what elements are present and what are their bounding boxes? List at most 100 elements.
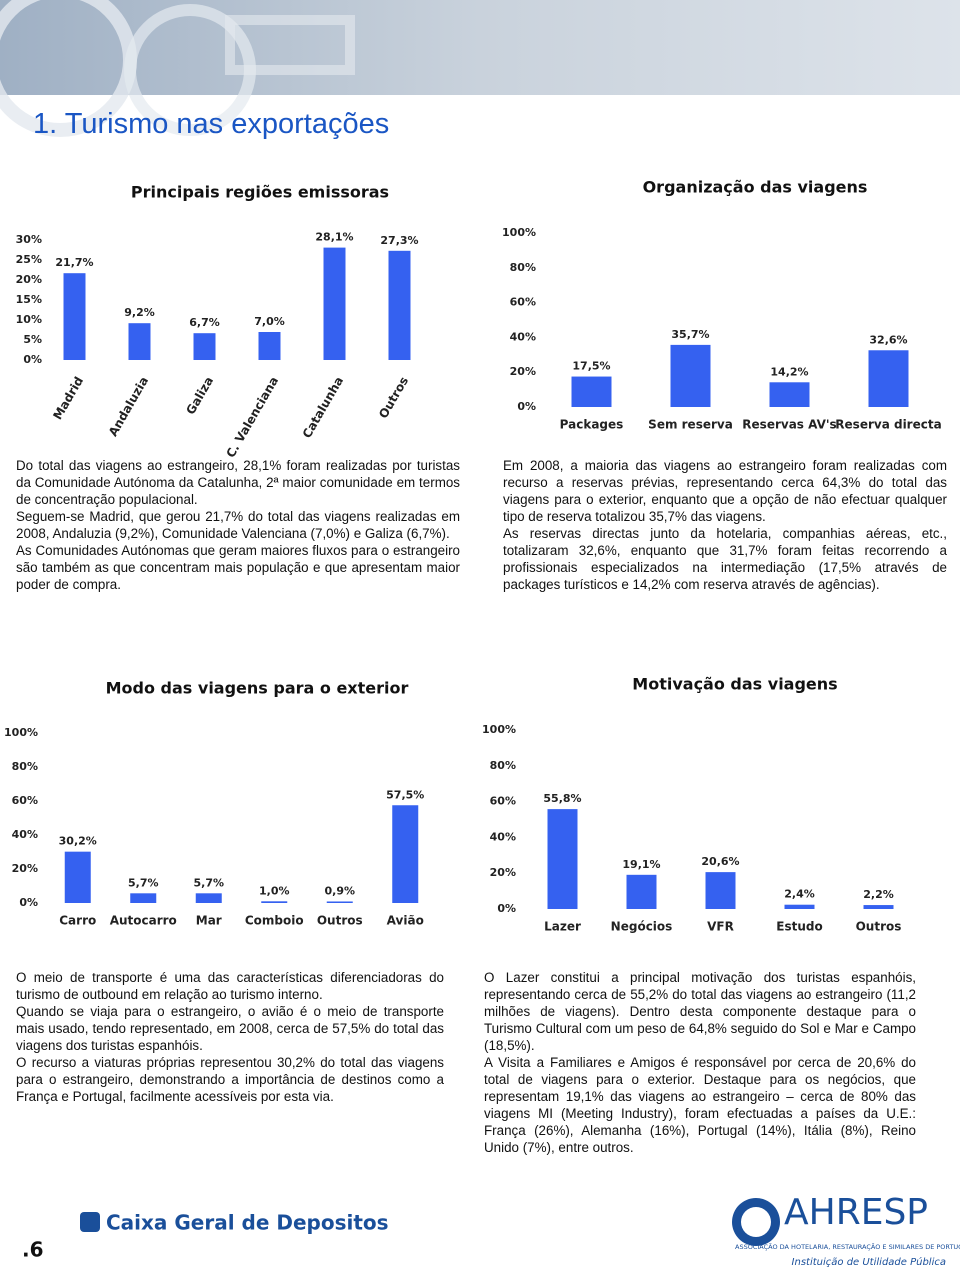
text-column: Do total das viagens ao estrangeiro, 28,… [16,457,460,593]
x-tick-label: Estudo [776,920,822,934]
x-tick-label: VFR [707,920,734,934]
x-tick-label: Galiza [183,374,216,417]
y-tick-label: 0% [517,400,536,413]
value-label: 1,0% [259,884,290,897]
header-banner [0,0,960,137]
value-label: 17,5% [572,360,610,373]
bar [547,809,578,909]
paragraph: As reservas directas junto da hotelaria,… [503,526,947,592]
value-label: 2,2% [863,888,894,901]
value-label: 55,8% [543,792,581,805]
paragraph: Do total das viagens ao estrangeiro, 28,… [16,458,460,507]
chart-title: Motivação das viagens [632,675,837,694]
brand-subtitle: ASSOCIAÇÃO DA HOTELARIA, RESTAURAÇÃO E S… [735,1242,960,1251]
x-tick-label: Reserva directa [835,418,941,432]
y-tick-label: 0% [23,353,42,366]
bar [769,382,810,407]
x-tick-label: Outros [856,920,902,934]
value-label: 20,6% [701,855,739,868]
y-tick-label: 20% [16,273,42,286]
paragraph: O Lazer constitui a principal motivação … [484,970,916,1053]
y-tick-label: 80% [510,261,536,274]
bar [195,893,222,903]
y-tick-label: 30% [16,233,42,246]
x-tick-label: Packages [560,418,624,432]
x-tick-label: Outros [376,374,411,421]
paragraph: O meio de transporte é uma das caracterí… [16,970,444,1002]
x-tick-label: Mar [196,914,222,928]
y-tick-label: 40% [12,828,38,841]
value-label: 7,0% [254,315,285,328]
value-label: 9,2% [124,306,155,319]
x-tick-label: C. Valenciana [223,374,281,460]
x-tick-label: Outros [317,914,363,928]
value-label: 5,7% [193,876,224,889]
x-tick-label: Autocarro [110,914,177,928]
y-tick-label: 60% [12,794,38,807]
chart-title: Principais regiões emissoras [131,183,389,202]
x-tick-label: Comboio [245,914,304,928]
sponsor-logo: Caixa Geral de Depositos [106,1211,389,1235]
page-title: 1. Turismo nas exportações [33,108,390,140]
chart-title: Organização das viagens [643,178,868,197]
value-label: 21,7% [55,256,93,269]
value-label: 2,4% [784,888,815,901]
y-tick-label: 5% [23,333,42,346]
bar [128,323,151,360]
bar [784,904,815,909]
bar [323,247,346,360]
paragraph: Em 2008, a maioria das viagens ao estran… [503,458,947,524]
paragraph: Seguem-se Madrid, que gerou 21,7% do tot… [16,509,460,541]
bar [392,805,419,903]
bar [571,376,612,407]
bar [868,350,909,407]
brand-note: Instituição de Utilidade Pública [792,1256,946,1268]
value-label: 6,7% [189,316,220,329]
y-tick-label: 100% [502,226,536,239]
x-tick-label: Catalunha [300,374,346,440]
value-label: 30,2% [59,835,97,848]
y-tick-label: 20% [12,862,38,875]
paragraph: O recurso a viaturas próprias represento… [16,1055,444,1104]
bar [705,872,736,909]
y-tick-label: 80% [490,759,516,772]
value-label: 19,1% [622,858,660,871]
x-tick-label: Reservas AV's [742,418,836,432]
y-tick-label: 100% [4,726,38,739]
y-tick-label: 60% [490,795,516,808]
y-tick-label: 80% [12,760,38,773]
value-label: 14,2% [770,365,808,378]
brand-logo: AHRESP [784,1192,928,1233]
text-column: O Lazer constitui a principal motivação … [484,969,916,1156]
chart-title: Modo das viagens para o exterior [106,679,409,698]
y-tick-label: 40% [490,830,516,843]
text-column: Em 2008, a maioria das viagens ao estran… [503,457,947,593]
paragraph: A Visita a Familiares e Amigos é respons… [484,1055,916,1155]
y-tick-label: 40% [510,330,536,343]
bar [670,344,711,407]
y-tick-label: 20% [510,365,536,378]
charts: Principais regiões emissoras 0% 5% 10% 15% 20… [4,178,942,934]
x-tick-label: Madrid [50,374,86,422]
y-tick-label: 0% [19,896,38,909]
y-tick-label: 10% [16,313,42,326]
bar [130,893,157,903]
value-label: 5,7% [128,876,159,889]
page-number: .6 [22,1238,44,1262]
y-tick-label: 60% [510,296,536,309]
x-tick-label: Carro [59,914,96,928]
bar [63,273,86,360]
value-label: 32,6% [869,333,907,346]
bar [258,332,281,360]
y-tick-label: 100% [482,723,516,736]
y-tick-label: 25% [16,253,42,266]
bar [626,874,657,909]
paragraph: As Comunidades Autónomas que geram maior… [16,543,460,592]
value-label: 35,7% [671,328,709,341]
value-label: 0,9% [324,884,355,897]
bar [326,901,353,903]
value-label: 27,3% [380,234,418,247]
x-tick-label: Sem reserva [648,418,733,432]
